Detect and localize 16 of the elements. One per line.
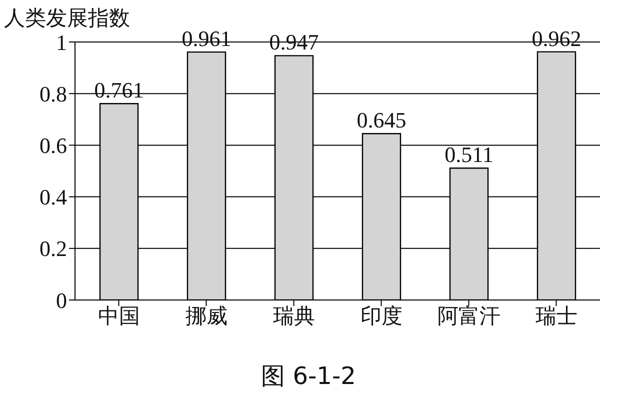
y-tick-label: 0.6 [40, 133, 67, 158]
data-label: 0.645 [356, 108, 406, 133]
y-tick-label: 1 [56, 30, 67, 55]
data-label: 0.511 [444, 142, 494, 168]
y-tick-label: 0.8 [40, 81, 67, 106]
x-tick-label: 瑞典 [272, 304, 315, 328]
x-tick-label: 中国 [98, 304, 140, 328]
y-tick-label: 0 [56, 288, 67, 313]
caption: 图 6-1-2 [260, 361, 357, 392]
x-tick-label: 印度 [360, 304, 402, 328]
x-tick-label: 阿富汗 [437, 304, 500, 328]
y-tick-label: 0.2 [40, 236, 67, 262]
y-tick-label: 0.4 [40, 184, 67, 210]
x-tick-label: 挪威 [185, 304, 228, 328]
y-axis-title: 人类发展指数 [4, 5, 130, 32]
x-tick-label: 瑞士 [535, 304, 578, 328]
